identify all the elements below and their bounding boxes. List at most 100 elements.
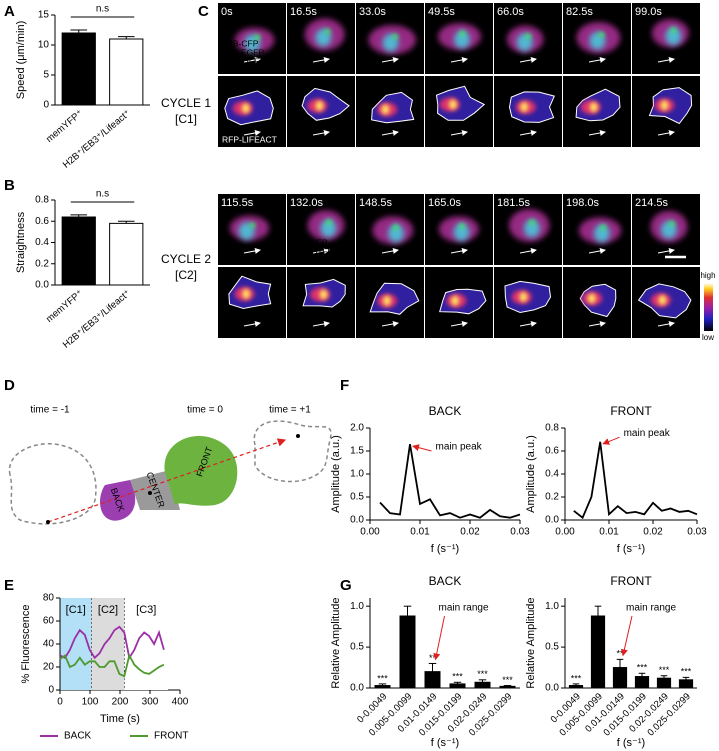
- bar: [374, 685, 391, 689]
- direction-arrow: [519, 56, 537, 63]
- blob: [600, 224, 607, 231]
- time-label: 66.0s: [497, 6, 524, 18]
- micrograph: [494, 76, 562, 147]
- blob: [670, 27, 677, 34]
- direction-arrow: [312, 56, 330, 63]
- hotspot: [520, 102, 529, 113]
- bar: [399, 615, 416, 689]
- micrograph: [218, 267, 286, 338]
- blob: [454, 30, 471, 49]
- value-label: **: [616, 649, 624, 659]
- blob: [392, 33, 399, 40]
- cycle-label: CYCLE 1: [161, 96, 211, 110]
- time-label: time = 0: [187, 405, 223, 416]
- bar: [499, 685, 516, 689]
- x-axis-label: Time (s): [100, 713, 140, 725]
- y-tick-label: 0: [43, 100, 49, 111]
- hotspot: [589, 102, 598, 113]
- hotspot: [315, 100, 324, 111]
- bar: [449, 683, 466, 689]
- direction-arrow: [450, 56, 468, 63]
- direction-arrow: [519, 247, 537, 254]
- direction-arrow: [381, 247, 399, 254]
- bar: [678, 679, 694, 689]
- direction-arrow: [588, 56, 606, 63]
- blob: [523, 219, 540, 238]
- value-label: ***: [502, 675, 513, 685]
- panel-label: C: [198, 3, 209, 20]
- direction-arrow: [243, 320, 261, 327]
- channel-label: RFP-LIFEACT: [291, 255, 346, 265]
- direction-arrow: [657, 320, 675, 327]
- colorbar: [704, 283, 713, 331]
- region-label: [C3]: [136, 604, 156, 616]
- blob: [254, 34, 261, 41]
- direction-arrow: [588, 247, 606, 254]
- y-tick-label: 1.0: [350, 601, 364, 612]
- annotation: main range: [439, 603, 489, 614]
- micrograph: [563, 194, 631, 265]
- value-label: ***: [477, 669, 488, 679]
- blob: [459, 30, 466, 37]
- y-tick-label: 20: [43, 662, 55, 673]
- blob: [525, 33, 532, 40]
- direction-arrow: [450, 320, 468, 327]
- hotspot: [381, 104, 390, 115]
- y-tick-label: 0.6: [545, 446, 559, 457]
- time-label: 82.5s: [566, 6, 593, 18]
- x-tick-label: 400: [172, 697, 189, 708]
- annotation-arrow: [412, 444, 432, 452]
- outline-previous: [8, 443, 97, 525]
- time-label: time = +1: [269, 405, 311, 416]
- value-label: **: [429, 653, 437, 663]
- time-label: 165.0s: [428, 197, 462, 209]
- bar: [590, 615, 606, 689]
- y-tick-label: 0.4: [35, 237, 49, 248]
- panel-label: E: [4, 577, 14, 594]
- time-label: 181.5s: [497, 197, 531, 209]
- blob: [324, 28, 331, 35]
- micrograph: [356, 76, 424, 147]
- back-region: [100, 480, 136, 521]
- bar: [634, 676, 650, 689]
- hotspot: [241, 103, 250, 114]
- time-label: 198.0s: [566, 197, 600, 209]
- y-tick-label: 0.5: [350, 492, 364, 503]
- time-label: 148.5s: [359, 197, 393, 209]
- micrograph: [287, 267, 355, 338]
- blob: [598, 31, 605, 38]
- y-axis-label: Straightness: [15, 211, 27, 273]
- region-label: [C1]: [66, 604, 86, 616]
- y-axis-label: Relative Amplitude: [330, 597, 342, 688]
- channel-label: RFP-LIFEACT: [222, 56, 277, 66]
- direction-arrow: [381, 129, 399, 136]
- line: [59, 625, 165, 661]
- blob: [392, 224, 399, 231]
- annotation: n.s: [96, 189, 109, 200]
- channel-label: EB3-EGFP: [222, 47, 264, 57]
- y-tick-label: 0.0: [545, 683, 559, 694]
- y-tick-label: 0.0: [350, 515, 364, 526]
- micrograph: [287, 194, 355, 265]
- micrograph: [632, 267, 700, 338]
- blob: [326, 219, 333, 226]
- blob: [593, 224, 610, 243]
- y-axis-label: Amplitude (a.u.): [330, 435, 342, 513]
- time-label: 132.0s: [290, 197, 324, 209]
- y-tick-label: 0.2: [545, 492, 559, 503]
- chart-title: BACK: [429, 574, 462, 588]
- y-tick-label: 0.5: [350, 642, 364, 653]
- x-tick-label: 0.00: [360, 527, 380, 538]
- bar: [568, 685, 584, 689]
- hotspot: [382, 295, 391, 306]
- y-tick-label: 1.5: [350, 446, 364, 457]
- micrograph: [287, 3, 355, 74]
- channel-label: H2B-CFP: [222, 38, 259, 48]
- hotspot: [519, 292, 528, 303]
- panel-label: A: [4, 3, 15, 20]
- y-tick-label: 0.4: [545, 469, 559, 480]
- micrograph: [425, 3, 493, 74]
- micrograph: [563, 76, 631, 147]
- y-tick-label: 0.5: [545, 642, 559, 653]
- outline-next: [253, 420, 332, 483]
